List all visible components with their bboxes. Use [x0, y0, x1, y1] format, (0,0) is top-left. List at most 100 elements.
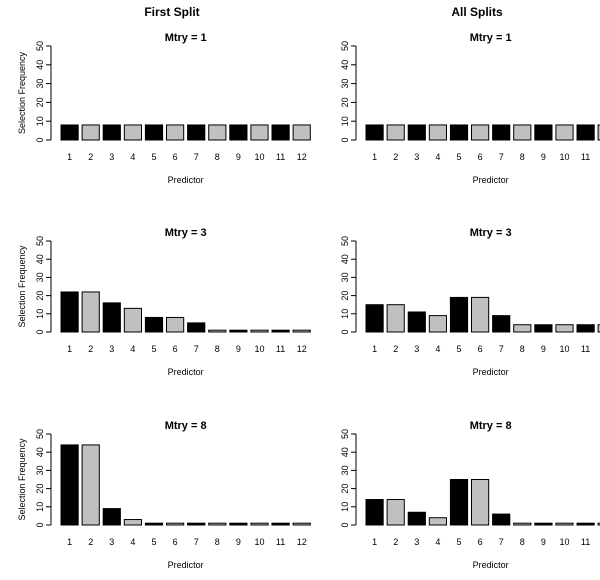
panel-4-bar-9	[534, 324, 553, 333]
panel-3-bar-3	[102, 302, 121, 333]
panel-4-y-tick-label-3: 30	[340, 272, 350, 282]
panel-4-bar-6	[471, 296, 490, 333]
panel-5-x-tick-label-4: 4	[130, 537, 135, 547]
panel-1-title: Mtry = 1	[165, 32, 207, 44]
panel-4-bar-1	[365, 304, 384, 333]
panel-4-x-tick-label-10: 10	[559, 344, 569, 354]
panel-2-x-tick-label-5: 5	[456, 152, 461, 162]
panel-4-bar-10	[555, 324, 574, 333]
panel-6-x-tick-label-7: 7	[499, 537, 504, 547]
panel-6-bar-12	[597, 522, 600, 526]
panel-1-bar-5	[144, 124, 164, 141]
panel-6-xlabel: Predictor	[473, 560, 509, 570]
panel-6-y-tick-label-2: 20	[340, 484, 350, 494]
panel-2-bar-1	[365, 124, 384, 141]
panel-5-bar-10	[250, 522, 269, 526]
panel-1-bar-9	[229, 124, 248, 141]
panel-5-y-tick-label-1: 10	[35, 502, 45, 512]
panel-1-x-tick-label-11: 11	[276, 152, 285, 162]
panel-3-x-tick-label-8: 8	[215, 344, 220, 354]
panel-4-x-tick-label-4: 4	[435, 344, 440, 354]
panel-5-y-tick-label-4: 40	[35, 447, 45, 457]
panel-4-x-tick-label-9: 9	[541, 344, 546, 354]
panel-4-bar-11	[576, 324, 595, 333]
panel-5-x-tick-label-9: 9	[236, 537, 241, 547]
panel-5-bar-4	[123, 519, 143, 526]
panel-2-bar-7	[492, 124, 511, 141]
panel-3-bar-7	[187, 322, 206, 333]
panel-3-y-tick-label-0: 0	[35, 329, 45, 334]
panel-5-x-tick-label-12: 12	[297, 537, 307, 547]
panel-3-x-tick-label-12: 12	[297, 344, 307, 354]
panel-5-x-tick-label-5: 5	[151, 537, 156, 547]
panel-1-y-tick-label-4: 40	[35, 60, 45, 70]
panel-4-xlabel: Predictor	[473, 367, 509, 377]
panel-4-bar-4	[428, 315, 447, 333]
panel-1-xlabel: Predictor	[168, 175, 204, 185]
panel-3-bar-4	[123, 307, 143, 333]
panel-4-x-tick-label-8: 8	[520, 344, 525, 354]
panel-4-bar-2	[386, 304, 405, 333]
panel-3-bar-11	[271, 329, 290, 333]
panel-1-y-tick-label-0: 0	[35, 137, 45, 142]
panel-6-x-tick-label-6: 6	[478, 537, 483, 547]
panel-1-bar-3	[102, 124, 121, 141]
panel-3-x-tick-label-7: 7	[194, 344, 199, 354]
panel-5-xlabel: Predictor	[168, 560, 204, 570]
panel-2-xlabel: Predictor	[473, 175, 509, 185]
panel-1-bar-1	[60, 124, 79, 141]
panel-5-y-tick-label-3: 30	[35, 465, 45, 475]
panel-1-bar-6	[166, 124, 185, 141]
panel-5-bar-7	[187, 522, 206, 526]
panel-1-x-tick-label-1: 1	[67, 152, 72, 162]
panel-3-y-tick-label-1: 10	[35, 309, 45, 319]
panel-3-bar-9	[229, 329, 248, 333]
panel-6-x-tick-label-11: 11	[581, 537, 590, 547]
panel-4-y-tick-label-4: 40	[340, 254, 350, 264]
panel-4-bar-3	[407, 311, 426, 333]
panel-1-x-tick-label-4: 4	[130, 152, 135, 162]
panel-6-y-tick-label-0: 0	[340, 522, 350, 527]
panel-3-x-tick-label-2: 2	[88, 344, 93, 354]
panel-1-bar-10	[250, 124, 269, 141]
panel-2-bar-3	[407, 124, 426, 141]
panel-3-y-tick-label-5: 50	[35, 236, 45, 246]
panel-5-bar-6	[166, 522, 185, 526]
panel-4-x-tick-label-5: 5	[456, 344, 461, 354]
panel-2-y-tick-label-2: 20	[340, 97, 350, 107]
panel-6-bar-6	[471, 479, 490, 526]
panel-2-x-tick-label-3: 3	[414, 152, 419, 162]
panel-4-y-tick-label-0: 0	[340, 329, 350, 334]
panel-3-bar-8	[208, 329, 227, 333]
panel-4-title: Mtry = 3	[470, 227, 512, 239]
panel-4: Mtry = 301020304050123456789101112Predic…	[340, 227, 600, 377]
panel-1-bar-8	[208, 124, 227, 141]
panel-2-x-tick-label-8: 8	[520, 152, 525, 162]
panel-1-x-tick-label-7: 7	[194, 152, 199, 162]
panel-6-title: Mtry = 8	[470, 420, 512, 432]
panel-2-x-tick-label-11: 11	[581, 152, 590, 162]
panel-4-x-tick-label-3: 3	[414, 344, 419, 354]
panel-6-y-tick-label-3: 30	[340, 465, 350, 475]
panel-2-y-tick-label-0: 0	[340, 137, 350, 142]
panel-4-x-tick-label-6: 6	[478, 344, 483, 354]
panel-3-bar-5	[144, 316, 164, 333]
panel-2-x-tick-label-7: 7	[499, 152, 504, 162]
panel-1-y-tick-label-1: 10	[35, 116, 45, 126]
panel-3-x-tick-label-10: 10	[254, 344, 264, 354]
panel-1-bar-12	[292, 124, 311, 141]
panel-3-x-tick-label-3: 3	[109, 344, 114, 354]
panel-5-x-tick-label-3: 3	[109, 537, 114, 547]
panel-6-bar-8	[513, 522, 532, 526]
panel-6-x-tick-label-2: 2	[393, 537, 398, 547]
panel-5-bar-8	[208, 522, 227, 526]
panel-5-bar-12	[292, 522, 311, 526]
panel-6-x-tick-label-3: 3	[414, 537, 419, 547]
panel-6-bar-4	[428, 517, 447, 526]
panel-5-x-tick-label-2: 2	[88, 537, 93, 547]
panel-5-bar-9	[229, 522, 248, 526]
column-title-all-splits: All Splits	[451, 5, 503, 19]
panel-3-x-tick-label-9: 9	[236, 344, 241, 354]
panel-2-bar-12	[597, 124, 600, 141]
